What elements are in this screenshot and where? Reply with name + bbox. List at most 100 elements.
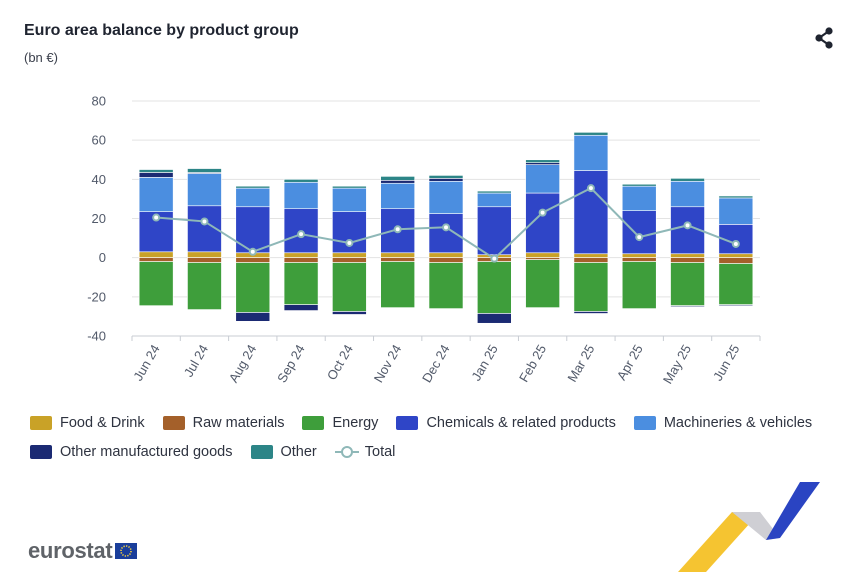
total-point [538,208,547,217]
bar-segment-other [187,168,222,173]
bar-segment-raw [332,257,367,263]
chart-subtitle: (bn €) [24,50,58,65]
bar-segment-other_manufactured [670,305,705,307]
bar-segment-other_manufactured [283,304,319,311]
y-tick-label: 40 [92,172,106,187]
bar-segment-other [477,190,512,194]
bar-segment-chemicals [235,206,271,254]
total-point [152,213,161,222]
legend-label: Energy [332,414,379,431]
bar-segment-food [187,251,222,258]
bar-segment-energy [380,261,415,308]
legend-swatch [162,415,185,430]
bar-segment-energy [670,262,705,306]
bar-segment-food [380,252,415,258]
bar-segment-other [525,159,560,163]
bar-segment-raw [621,257,657,262]
bar-segment-energy [477,261,512,314]
legend-label: Machineries & vehicles [663,414,813,431]
total-point [586,184,595,193]
bar-segment-energy [621,261,657,309]
bar-segment-energy [573,262,609,312]
legend-item-other[interactable]: Other [250,444,317,460]
bar-segment-machineries [332,187,367,212]
legend: Food & Drink Raw materials Energy Chemicals… [30,408,850,466]
y-tick-label: -20 [87,289,106,304]
bar-segment-food [138,251,174,258]
bar-segment-food [621,253,657,258]
x-tick-label: Jun 24 [130,342,163,383]
bar-segment-machineries [380,182,415,210]
legend-swatch [633,415,656,430]
legend-item-food[interactable]: Food & Drink [30,415,145,431]
bar-segment-energy [525,259,560,308]
chart-title: Euro area balance by product group [24,22,299,39]
x-tick-label: Oct 24 [324,342,356,383]
x-tick-label: Nov 24 [371,342,405,385]
legend-item-machineries[interactable]: Machineries & vehicles [633,414,813,431]
bar-segment-machineries [477,192,512,208]
x-tick-label: Feb 25 [516,342,549,385]
y-tick-label: -40 [87,329,106,344]
legend-item-chemicals[interactable]: Chemicals & related products [396,415,616,431]
bar-segment-machineries [670,180,705,208]
bar-segment-energy [138,261,174,306]
chart-area: 80 60 40 20 0 -20 -40 Jun 24 Jul 24 Aug 24 Sep 24 O… [87,94,761,386]
bar-segment-machineries [573,134,609,171]
bar-segment-raw [283,257,319,263]
total-point [635,233,644,242]
eurostat-logo: eurostat [28,538,138,564]
bar-segment-raw [428,257,464,263]
bar-segment-other [621,183,657,187]
total-point [731,239,740,248]
bar-segment-other [718,195,754,199]
bar-segment-energy [428,262,464,309]
bar-segment-other_manufactured [332,311,367,315]
bar-segment-other_manufactured [573,311,609,314]
legend-row: Other manufactured goods Other Total [30,437,850,466]
y-tick-label: 20 [92,211,106,226]
bar-segment-machineries [428,180,464,214]
x-tick-label: Dec 24 [419,342,453,385]
bar-segment-energy [718,263,754,305]
bar-segment-machineries [525,164,560,194]
legend-swatch [334,445,359,459]
bar-segment-other_manufactured [380,180,415,184]
share-icon[interactable] [812,26,836,50]
bar-segment-machineries [718,197,754,225]
x-tick-label: May 25 [660,342,694,386]
legend-swatch [30,415,52,430]
bar-segment-food [525,252,560,258]
bar-segment-raw [573,257,609,263]
x-tick-label: Apr 25 [614,342,646,383]
legend-item-energy[interactable]: Energy [302,415,378,431]
legend-item-other_manufactured[interactable]: Other manufactured goods [30,444,233,460]
decorative-ribbon [678,482,820,572]
bar-segment-machineries [138,177,174,212]
total-point [393,225,402,234]
total-point [248,247,257,256]
bar-segment-other_manufactured [235,312,271,322]
legend-label: Total [364,443,396,460]
bar-segment-other_manufactured [138,172,174,178]
bar-segment-machineries [235,187,271,208]
bar-segment-food [573,253,609,258]
bar-segment-raw [670,257,705,263]
bar-segment-other [573,132,609,136]
bar-segment-other [138,169,174,173]
eu-flag-icon [115,543,138,559]
legend-label: Raw materials [192,414,285,431]
bar-segment-food [670,253,705,258]
bar-segment-chemicals [573,170,609,255]
x-tick-label: Jun 25 [710,342,743,383]
legend-item-total[interactable]: Total [334,443,396,460]
legend-label: Other manufactured goods [60,443,233,460]
bar-segment-food [332,252,367,258]
total-point [683,221,692,230]
total-point [200,217,209,226]
bar-segment-machineries [283,181,319,210]
x-tick-label: Mar 25 [564,342,597,385]
bar-segment-energy [235,262,271,313]
bar-segment-raw [138,257,174,262]
legend-item-raw[interactable]: Raw materials [162,414,285,431]
